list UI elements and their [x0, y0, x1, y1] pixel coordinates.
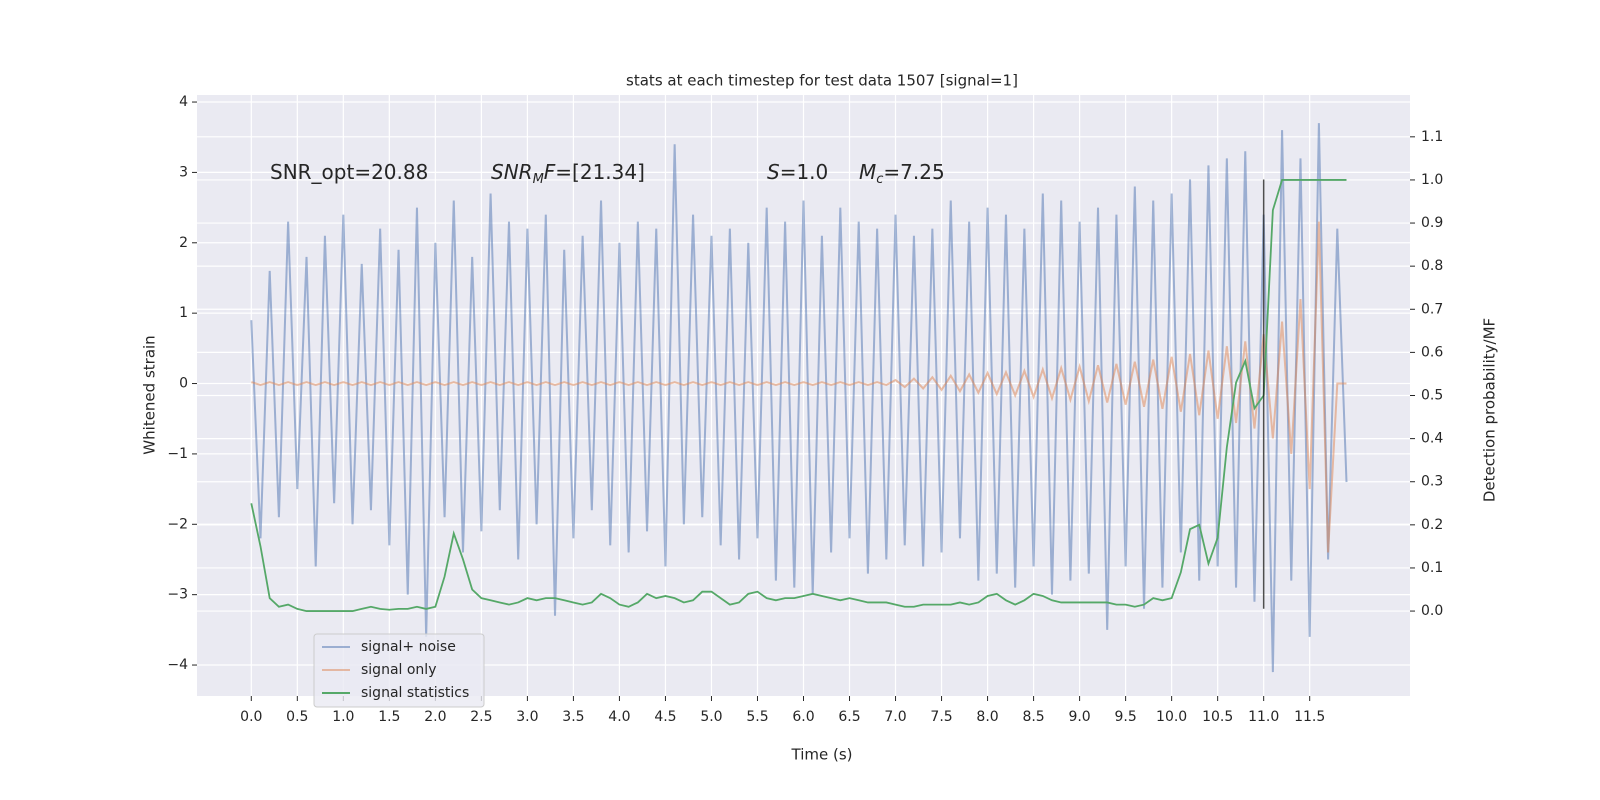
x-axis-label: Time (s)	[791, 746, 853, 764]
x-tick-label: 2.5	[470, 709, 492, 725]
x-tick-label: 3.0	[516, 709, 538, 725]
legend-label: signal only	[361, 662, 436, 678]
x-tick-label: 11.5	[1294, 709, 1325, 725]
x-tick-label: 0.0	[240, 709, 262, 725]
x-tick-label: 7.5	[930, 709, 952, 725]
x-tick-label: 4.5	[654, 709, 676, 725]
annotation-run: SNR	[491, 160, 533, 184]
y2-tick-label: 0.8	[1421, 258, 1443, 274]
annotation: Mc=7.25	[859, 160, 945, 187]
annotation: SNRMF=[21.34]	[491, 160, 645, 187]
x-tick-label: 11.0	[1248, 709, 1279, 725]
annotation-run: =1.0	[780, 160, 829, 184]
y2-tick-label: 0.5	[1421, 388, 1443, 404]
series-line	[250, 123, 1348, 673]
annotation-run: =7.25	[883, 160, 944, 184]
annotation-run: F	[544, 160, 556, 184]
y-tick-label: 3	[179, 164, 188, 180]
annotation-run: c	[876, 172, 883, 187]
y2-axis-label: Detection probability/MF	[1481, 318, 1499, 502]
y2-tick-label: 1.1	[1421, 129, 1443, 145]
y2-tick-label: 0.9	[1421, 215, 1443, 231]
annotation: S=1.0	[767, 160, 828, 184]
y2-tick-label: 0.4	[1421, 431, 1443, 447]
series-line	[250, 179, 1347, 612]
y2-tick-label: 0.0	[1421, 603, 1443, 619]
x-tick-label: 6.5	[838, 709, 860, 725]
y2-tick-label: 0.2	[1421, 517, 1443, 533]
x-tick-label: 10.5	[1202, 709, 1233, 725]
x-tick-label: 10.0	[1156, 709, 1187, 725]
x-tick-label: 1.5	[378, 709, 400, 725]
x-tick-label: 9.0	[1068, 709, 1090, 725]
y2-tick-label: 0.7	[1421, 301, 1443, 317]
y-tick-label: 0	[179, 376, 188, 392]
y-tick-label: −3	[167, 587, 188, 603]
y-tick-label: −4	[167, 657, 188, 673]
y-tick-label: −1	[167, 446, 188, 462]
x-tick-label: 0.5	[286, 709, 308, 725]
annotation-run: M	[859, 160, 876, 184]
annotation-run: SNR_opt=20.88	[270, 160, 428, 184]
x-tick-label: 9.5	[1114, 709, 1136, 725]
y2-tick-label: 1.0	[1421, 172, 1443, 188]
annotation-run: S	[767, 160, 780, 184]
annotation-run: =[21.34]	[555, 160, 645, 184]
x-tick-label: 5.0	[700, 709, 722, 725]
x-tick-label: 4.0	[608, 709, 630, 725]
x-tick-label: 2.0	[424, 709, 446, 725]
x-tick-label: 6.0	[792, 709, 814, 725]
annotation-run: M	[533, 172, 544, 187]
y-tick-label: 4	[179, 94, 188, 110]
y-tick-label: −2	[167, 516, 188, 532]
y2-tick-label: 0.6	[1421, 344, 1443, 360]
x-tick-label: 8.5	[1022, 709, 1044, 725]
legend-box	[313, 633, 485, 708]
legend-label: signal statistics	[361, 685, 469, 701]
x-tick-label: 8.0	[976, 709, 998, 725]
y2-tick-label: 0.3	[1421, 474, 1443, 490]
chart-title: stats at each timestep for test data 150…	[626, 72, 1018, 90]
y-tick-label: 2	[179, 235, 188, 251]
annotation: SNR_opt=20.88	[270, 160, 428, 184]
x-tick-label: 5.5	[746, 709, 768, 725]
legend-label: signal+ noise	[361, 639, 456, 655]
y-tick-label: 1	[179, 305, 188, 321]
y-axis-label: Whitened strain	[141, 335, 159, 454]
x-tick-label: 7.0	[884, 709, 906, 725]
y2-tick-label: 0.1	[1421, 560, 1443, 576]
x-tick-label: 3.5	[562, 709, 584, 725]
x-tick-label: 1.0	[332, 709, 354, 725]
series-line	[251, 221, 1347, 553]
